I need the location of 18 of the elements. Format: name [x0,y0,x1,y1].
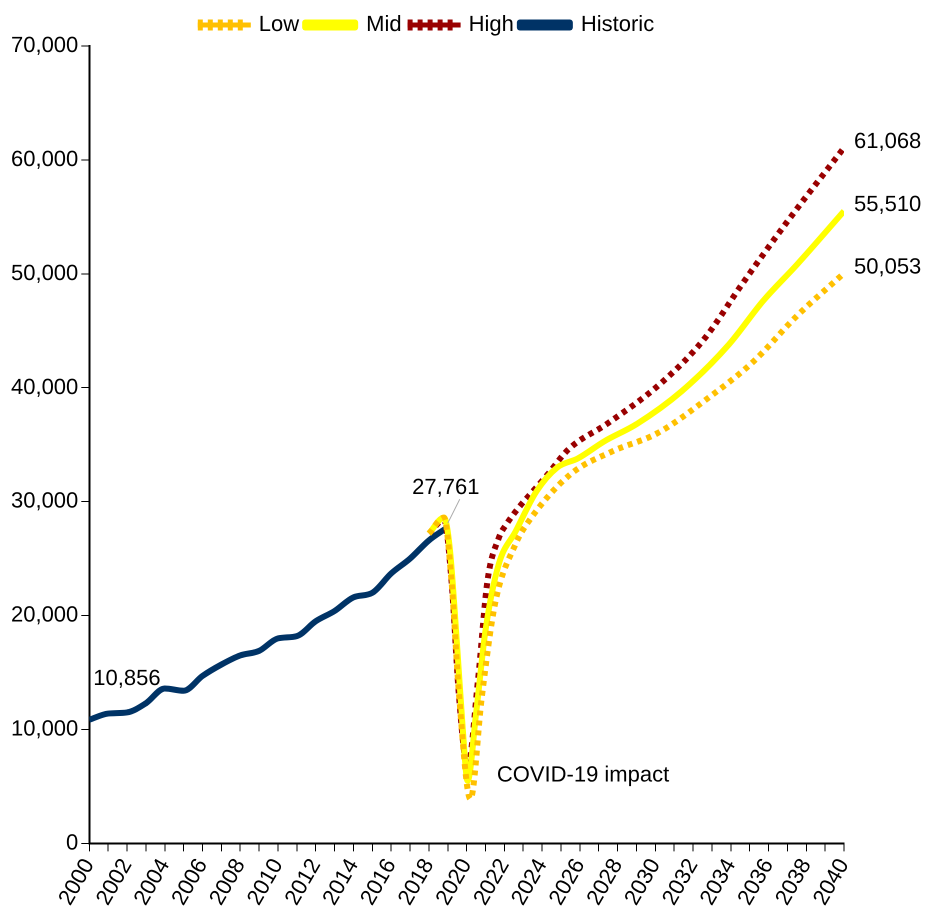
annotation: COVID-19 impact [496,762,670,787]
y-tick-label: 20,000 [10,602,78,627]
y-tick-label: 60,000 [10,146,78,171]
y-tick-label: 0 [66,829,78,854]
data-label: 10,856 [93,664,161,690]
data-label: 61,068 [854,128,922,153]
y-tick-label: 50,000 [10,260,78,285]
data-label: 55,510 [854,191,922,216]
legend-label: Historic [580,11,654,36]
y-tick-label: 10,000 [10,716,78,741]
data-label: 27,761 [412,474,480,500]
y-tick-label: 30,000 [10,488,78,513]
legend-label: Mid [366,11,402,36]
data-label: 50,053 [854,253,922,278]
legend-label: Low [258,11,300,36]
y-tick-label: 40,000 [10,374,78,399]
legend-label: High [468,11,514,36]
y-tick-label: 70,000 [10,32,78,58]
